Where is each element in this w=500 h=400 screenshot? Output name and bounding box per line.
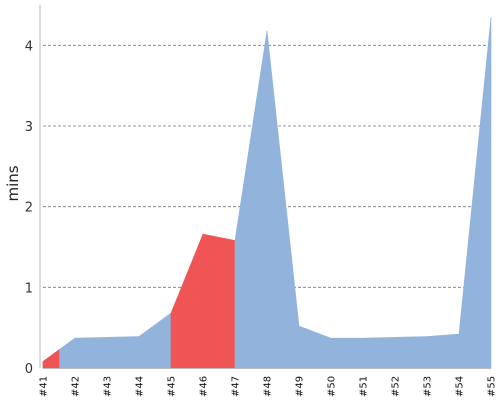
y-tick-label: 0	[25, 362, 33, 377]
area-segment-#49	[266, 30, 300, 369]
axis-layer	[39, 5, 491, 369]
area-segment-#47	[202, 233, 236, 369]
area-segment-#45	[138, 312, 172, 369]
x-tick-label: #46	[199, 376, 210, 397]
area-segment-#50	[298, 325, 332, 369]
x-tick-label: #55	[487, 376, 498, 397]
y-tick-label: 3	[25, 120, 33, 135]
y-tick-labels: 0 1 2 3 4	[25, 39, 33, 377]
x-tick-label: #51	[359, 376, 370, 397]
x-tick-label: #47	[231, 376, 242, 397]
area-segment-#51	[330, 337, 364, 369]
y-tick-label: 1	[25, 281, 33, 296]
x-tick-label: #52	[391, 376, 402, 397]
area-segment-#43	[74, 337, 108, 369]
x-tick-label: #49	[295, 376, 306, 397]
area-segment-#41	[42, 349, 60, 369]
x-tick-label: #54	[455, 376, 466, 397]
x-tick-label: #53	[423, 376, 434, 397]
area-segment-#55	[458, 17, 492, 369]
x-tick-label: #42	[71, 376, 82, 397]
y-axis-label: mins	[4, 165, 22, 201]
y-tick-label: 4	[25, 39, 33, 54]
x-tick-label: #44	[135, 376, 146, 397]
area-segment-#48	[234, 30, 268, 369]
x-tick-labels: #41 #42 #43 #44 #45 #46 #47 #48 #49 #50 #51 #52 #53 #…	[39, 376, 498, 397]
area-segment-#53	[394, 336, 428, 369]
area-layer	[42, 17, 492, 369]
x-tick-label: #41	[39, 376, 50, 397]
x-tick-label: #45	[167, 376, 178, 397]
y-tick-label: 2	[25, 201, 33, 216]
area-segment-#44	[106, 336, 140, 369]
area-segment-#52	[362, 337, 396, 369]
x-tick-label: #50	[327, 376, 338, 397]
area-segment-#46	[170, 233, 204, 369]
area-segment-#54	[426, 333, 460, 369]
x-tick-label: #43	[103, 376, 114, 397]
x-tick-label: #48	[263, 376, 274, 397]
